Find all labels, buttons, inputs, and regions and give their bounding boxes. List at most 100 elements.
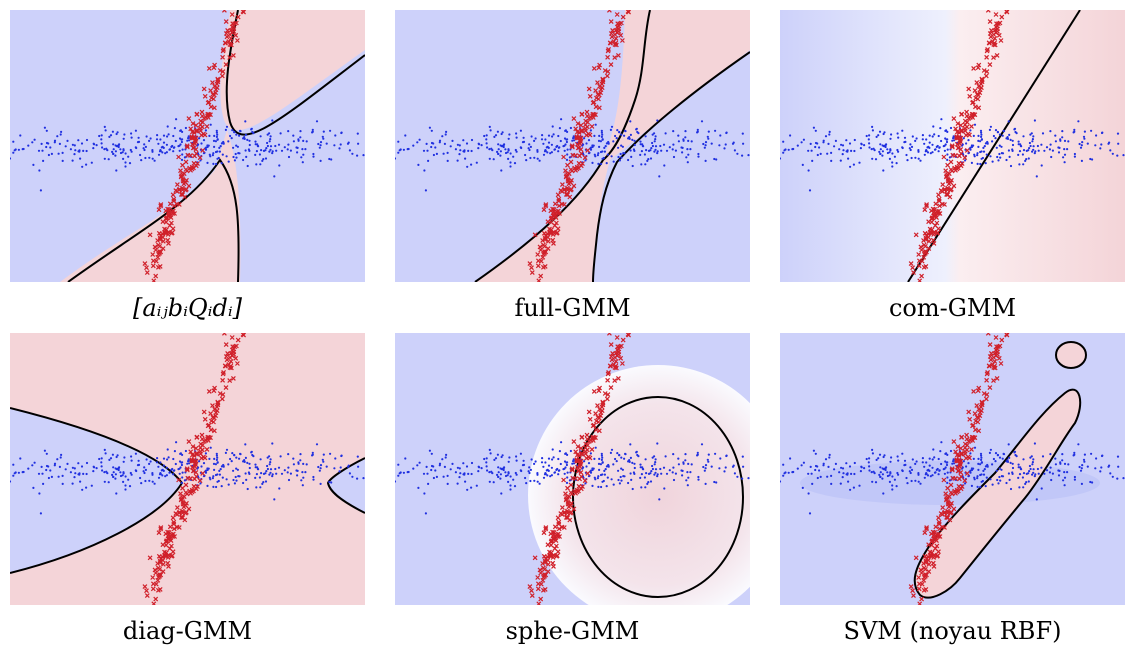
point-class1: [848, 142, 852, 145]
plot-area-2: [395, 10, 750, 282]
point-class1: [157, 465, 160, 468]
point-class1: [587, 462, 591, 465]
point-class1: [1007, 443, 1010, 446]
point-class2: [574, 134, 580, 140]
point-class1: [213, 468, 216, 471]
point-class1: [888, 480, 891, 483]
point-class1: [301, 161, 304, 164]
point-class2: [157, 263, 163, 269]
point-class1: [71, 482, 74, 485]
point-class2: [599, 408, 605, 414]
point-class1: [952, 458, 955, 461]
point-class1: [279, 132, 282, 135]
point-class1: [82, 149, 85, 152]
point-class1: [842, 472, 845, 475]
point-class1: [53, 464, 56, 467]
point-class1: [597, 462, 601, 465]
point-class1: [1011, 139, 1014, 142]
point-class1: [542, 465, 545, 468]
point-class1: [1073, 451, 1076, 454]
point-class1: [910, 468, 914, 471]
panel-1: [aᵢⱼbᵢQᵢdᵢ]: [10, 10, 365, 322]
point-class2: [922, 249, 928, 255]
point-class1: [499, 473, 502, 476]
point-class1: [114, 150, 117, 153]
point-class1: [165, 466, 168, 469]
point-class1: [50, 475, 54, 478]
point-class2: [554, 553, 560, 559]
point-class1: [143, 148, 146, 152]
point-class1: [71, 159, 74, 162]
point-class1: [879, 471, 882, 474]
point-class2: [184, 466, 190, 472]
point-class2: [991, 42, 997, 48]
point-class2: [157, 243, 163, 249]
point-class1: [940, 441, 943, 444]
point-class1: [1099, 147, 1102, 150]
point-class1: [628, 137, 631, 140]
point-class1: [402, 471, 405, 474]
point-class1: [1001, 152, 1005, 155]
point-class1: [1090, 129, 1093, 132]
point-class1: [903, 136, 907, 139]
point-class2: [228, 350, 234, 356]
point-class2: [972, 104, 978, 110]
plot-area-3: [780, 10, 1125, 282]
point-class2: [972, 427, 978, 433]
point-class2: [158, 556, 164, 562]
point-class2: [973, 95, 979, 101]
point-class1: [585, 465, 588, 468]
point-class1: [614, 457, 617, 461]
point-class1: [82, 472, 85, 475]
point-class1: [262, 481, 265, 484]
point-class2: [934, 532, 940, 538]
point-class2: [596, 105, 602, 111]
point-class1: [187, 137, 190, 140]
point-class2: [948, 159, 954, 165]
point-class1: [1024, 482, 1027, 485]
point-class1: [980, 458, 983, 461]
point-class1: [528, 471, 531, 475]
point-class1: [986, 464, 989, 467]
point-class2: [969, 446, 974, 452]
point-class1: [650, 470, 653, 473]
point-class2: [1004, 10, 1010, 15]
point-class2: [543, 525, 549, 531]
point-class1: [618, 482, 621, 485]
point-class1: [500, 169, 503, 172]
point-class1: [741, 477, 744, 480]
point-class2: [570, 475, 576, 481]
point-class1: [100, 134, 103, 137]
point-class1: [157, 142, 160, 145]
point-class2: [193, 486, 199, 492]
point-class1: [656, 475, 659, 478]
point-class1: [1061, 453, 1064, 456]
point-class1: [199, 159, 202, 162]
point-class2: [174, 182, 180, 188]
point-class1: [639, 466, 642, 469]
point-class1: [635, 127, 638, 130]
point-class2: [211, 428, 217, 434]
point-class2: [166, 552, 171, 558]
point-class2: [230, 52, 236, 58]
point-class1: [583, 460, 586, 463]
point-class1: [672, 155, 676, 159]
point-class2: [985, 333, 991, 336]
point-class1: [264, 480, 268, 483]
point-class1: [871, 448, 874, 451]
point-class2: [174, 505, 180, 511]
point-class1: [903, 141, 906, 144]
point-class1: [853, 149, 856, 153]
point-class1: [130, 132, 133, 135]
point-class2: [586, 86, 592, 92]
point-class1: [663, 164, 666, 167]
decision-boundary: [572, 396, 744, 598]
point-class1: [601, 456, 604, 459]
point-class1: [550, 143, 553, 146]
panel-2: full-GMM: [395, 10, 750, 322]
point-class1: [57, 475, 60, 478]
point-class1: [261, 159, 264, 162]
point-class1: [822, 464, 825, 467]
point-class2: [926, 561, 932, 567]
point-class2: [183, 159, 189, 165]
